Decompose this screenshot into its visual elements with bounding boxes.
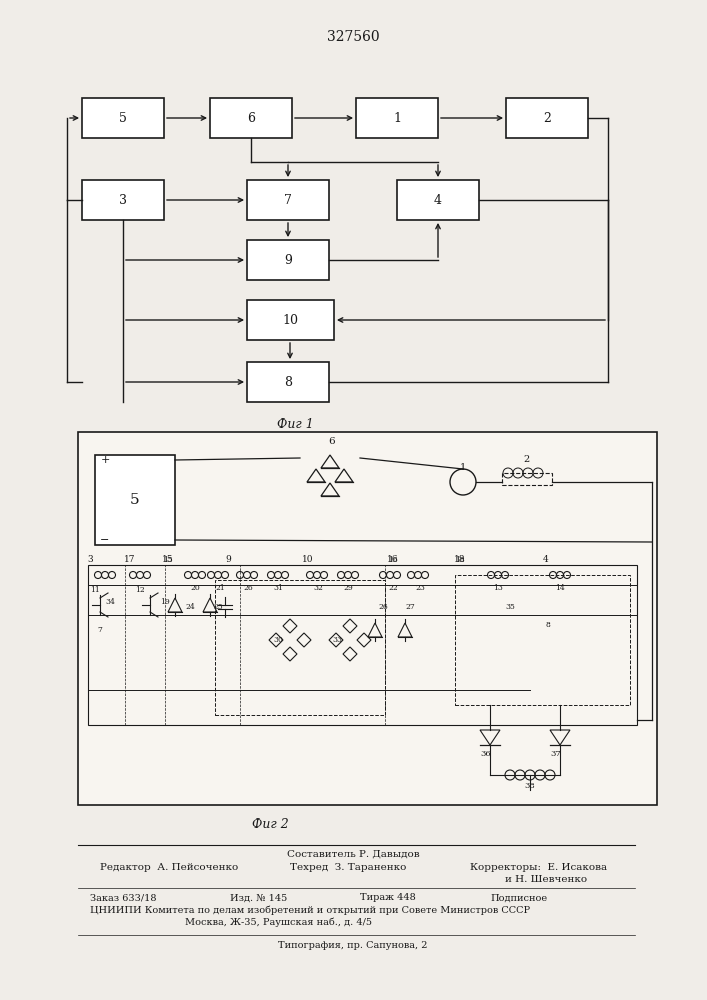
Text: 27: 27 — [405, 603, 415, 611]
Text: 5: 5 — [119, 111, 127, 124]
Bar — [82, 180, 164, 220]
Text: Редактор  А. Пейсоченко: Редактор А. Пейсоченко — [100, 862, 238, 871]
Text: 5: 5 — [130, 493, 140, 507]
Text: Корректоры:  Е. Исакова: Корректоры: Е. Исакова — [470, 862, 607, 871]
Bar — [506, 98, 588, 138]
Text: 15: 15 — [162, 556, 174, 564]
Text: 8: 8 — [546, 621, 551, 629]
Text: 32: 32 — [313, 584, 323, 592]
Text: −: − — [100, 535, 110, 545]
Text: 6: 6 — [247, 111, 255, 124]
Text: 17: 17 — [124, 556, 136, 564]
Bar — [502, 473, 552, 485]
Text: Фиг 2: Фиг 2 — [252, 818, 288, 832]
Text: 9: 9 — [225, 556, 231, 564]
Text: 4: 4 — [434, 194, 442, 207]
Bar — [215, 580, 385, 715]
Text: 38: 38 — [525, 782, 535, 790]
Text: 31: 31 — [273, 584, 283, 592]
Text: 10: 10 — [303, 556, 314, 564]
Bar — [210, 98, 292, 138]
Text: 12: 12 — [135, 586, 145, 594]
Text: 16: 16 — [387, 556, 399, 564]
Text: ЦНИИПИ Комитета по делам изобретений и открытий при Совете Министров СССР: ЦНИИПИ Комитета по делам изобретений и о… — [90, 905, 530, 915]
Text: Составитель Р. Давыдов: Составитель Р. Давыдов — [286, 850, 419, 858]
Text: Москва, Ж-35, Раушская наб., д. 4/5: Москва, Ж-35, Раушская наб., д. 4/5 — [185, 917, 372, 927]
Text: 22: 22 — [388, 584, 398, 592]
Bar — [88, 565, 637, 725]
Bar — [78, 432, 657, 805]
Text: 18: 18 — [455, 556, 465, 564]
Text: 29: 29 — [343, 584, 353, 592]
Text: 36: 36 — [481, 750, 491, 758]
Text: 18: 18 — [455, 556, 466, 564]
Text: Типография, пр. Сапунова, 2: Типография, пр. Сапунова, 2 — [279, 942, 428, 950]
Bar — [247, 300, 334, 340]
Text: 11: 11 — [90, 586, 100, 594]
Text: 6: 6 — [329, 436, 335, 446]
Bar — [95, 455, 175, 545]
Text: 13: 13 — [493, 584, 503, 592]
Text: 10: 10 — [283, 314, 298, 326]
Text: 8: 8 — [284, 375, 292, 388]
Text: 34: 34 — [105, 598, 115, 606]
Bar — [455, 575, 630, 705]
Text: 2: 2 — [524, 454, 530, 464]
Text: 21: 21 — [215, 584, 225, 592]
Text: 327560: 327560 — [327, 30, 380, 44]
Text: 25: 25 — [213, 603, 223, 611]
Text: 15: 15 — [163, 556, 173, 564]
Text: 14: 14 — [555, 584, 565, 592]
Text: Изд. № 145: Изд. № 145 — [230, 894, 287, 902]
Text: 26: 26 — [243, 584, 253, 592]
Text: 3: 3 — [119, 194, 127, 207]
Bar — [82, 98, 164, 138]
Text: 33: 33 — [332, 636, 342, 644]
Text: 23: 23 — [415, 584, 425, 592]
Text: Техред  З. Тараненко: Техред З. Тараненко — [290, 862, 407, 871]
Text: и Н. Шевченко: и Н. Шевченко — [505, 874, 587, 884]
Bar — [247, 240, 329, 280]
Text: Заказ 633/18: Заказ 633/18 — [90, 894, 156, 902]
Text: Фиг 1: Фиг 1 — [276, 418, 313, 432]
Text: 2: 2 — [543, 111, 551, 124]
Text: 24: 24 — [185, 603, 195, 611]
Text: 19: 19 — [160, 598, 170, 606]
Text: Подписное: Подписное — [490, 894, 547, 902]
Text: 9: 9 — [284, 253, 292, 266]
Bar — [247, 180, 329, 220]
Text: Тираж 448: Тираж 448 — [360, 894, 416, 902]
Text: 7: 7 — [284, 194, 292, 207]
Text: 7: 7 — [98, 626, 103, 634]
Bar — [247, 362, 329, 402]
Bar — [397, 180, 479, 220]
Text: 26: 26 — [378, 603, 388, 611]
Text: 37: 37 — [551, 750, 561, 758]
Text: 1: 1 — [460, 464, 466, 473]
Text: 1: 1 — [393, 111, 401, 124]
Text: 35: 35 — [505, 603, 515, 611]
Text: 20: 20 — [190, 584, 200, 592]
Text: +: + — [100, 455, 110, 465]
Bar — [356, 98, 438, 138]
Text: 4: 4 — [543, 556, 549, 564]
Text: 30: 30 — [273, 636, 283, 644]
Text: 16: 16 — [388, 556, 398, 564]
Text: 3: 3 — [87, 556, 93, 564]
